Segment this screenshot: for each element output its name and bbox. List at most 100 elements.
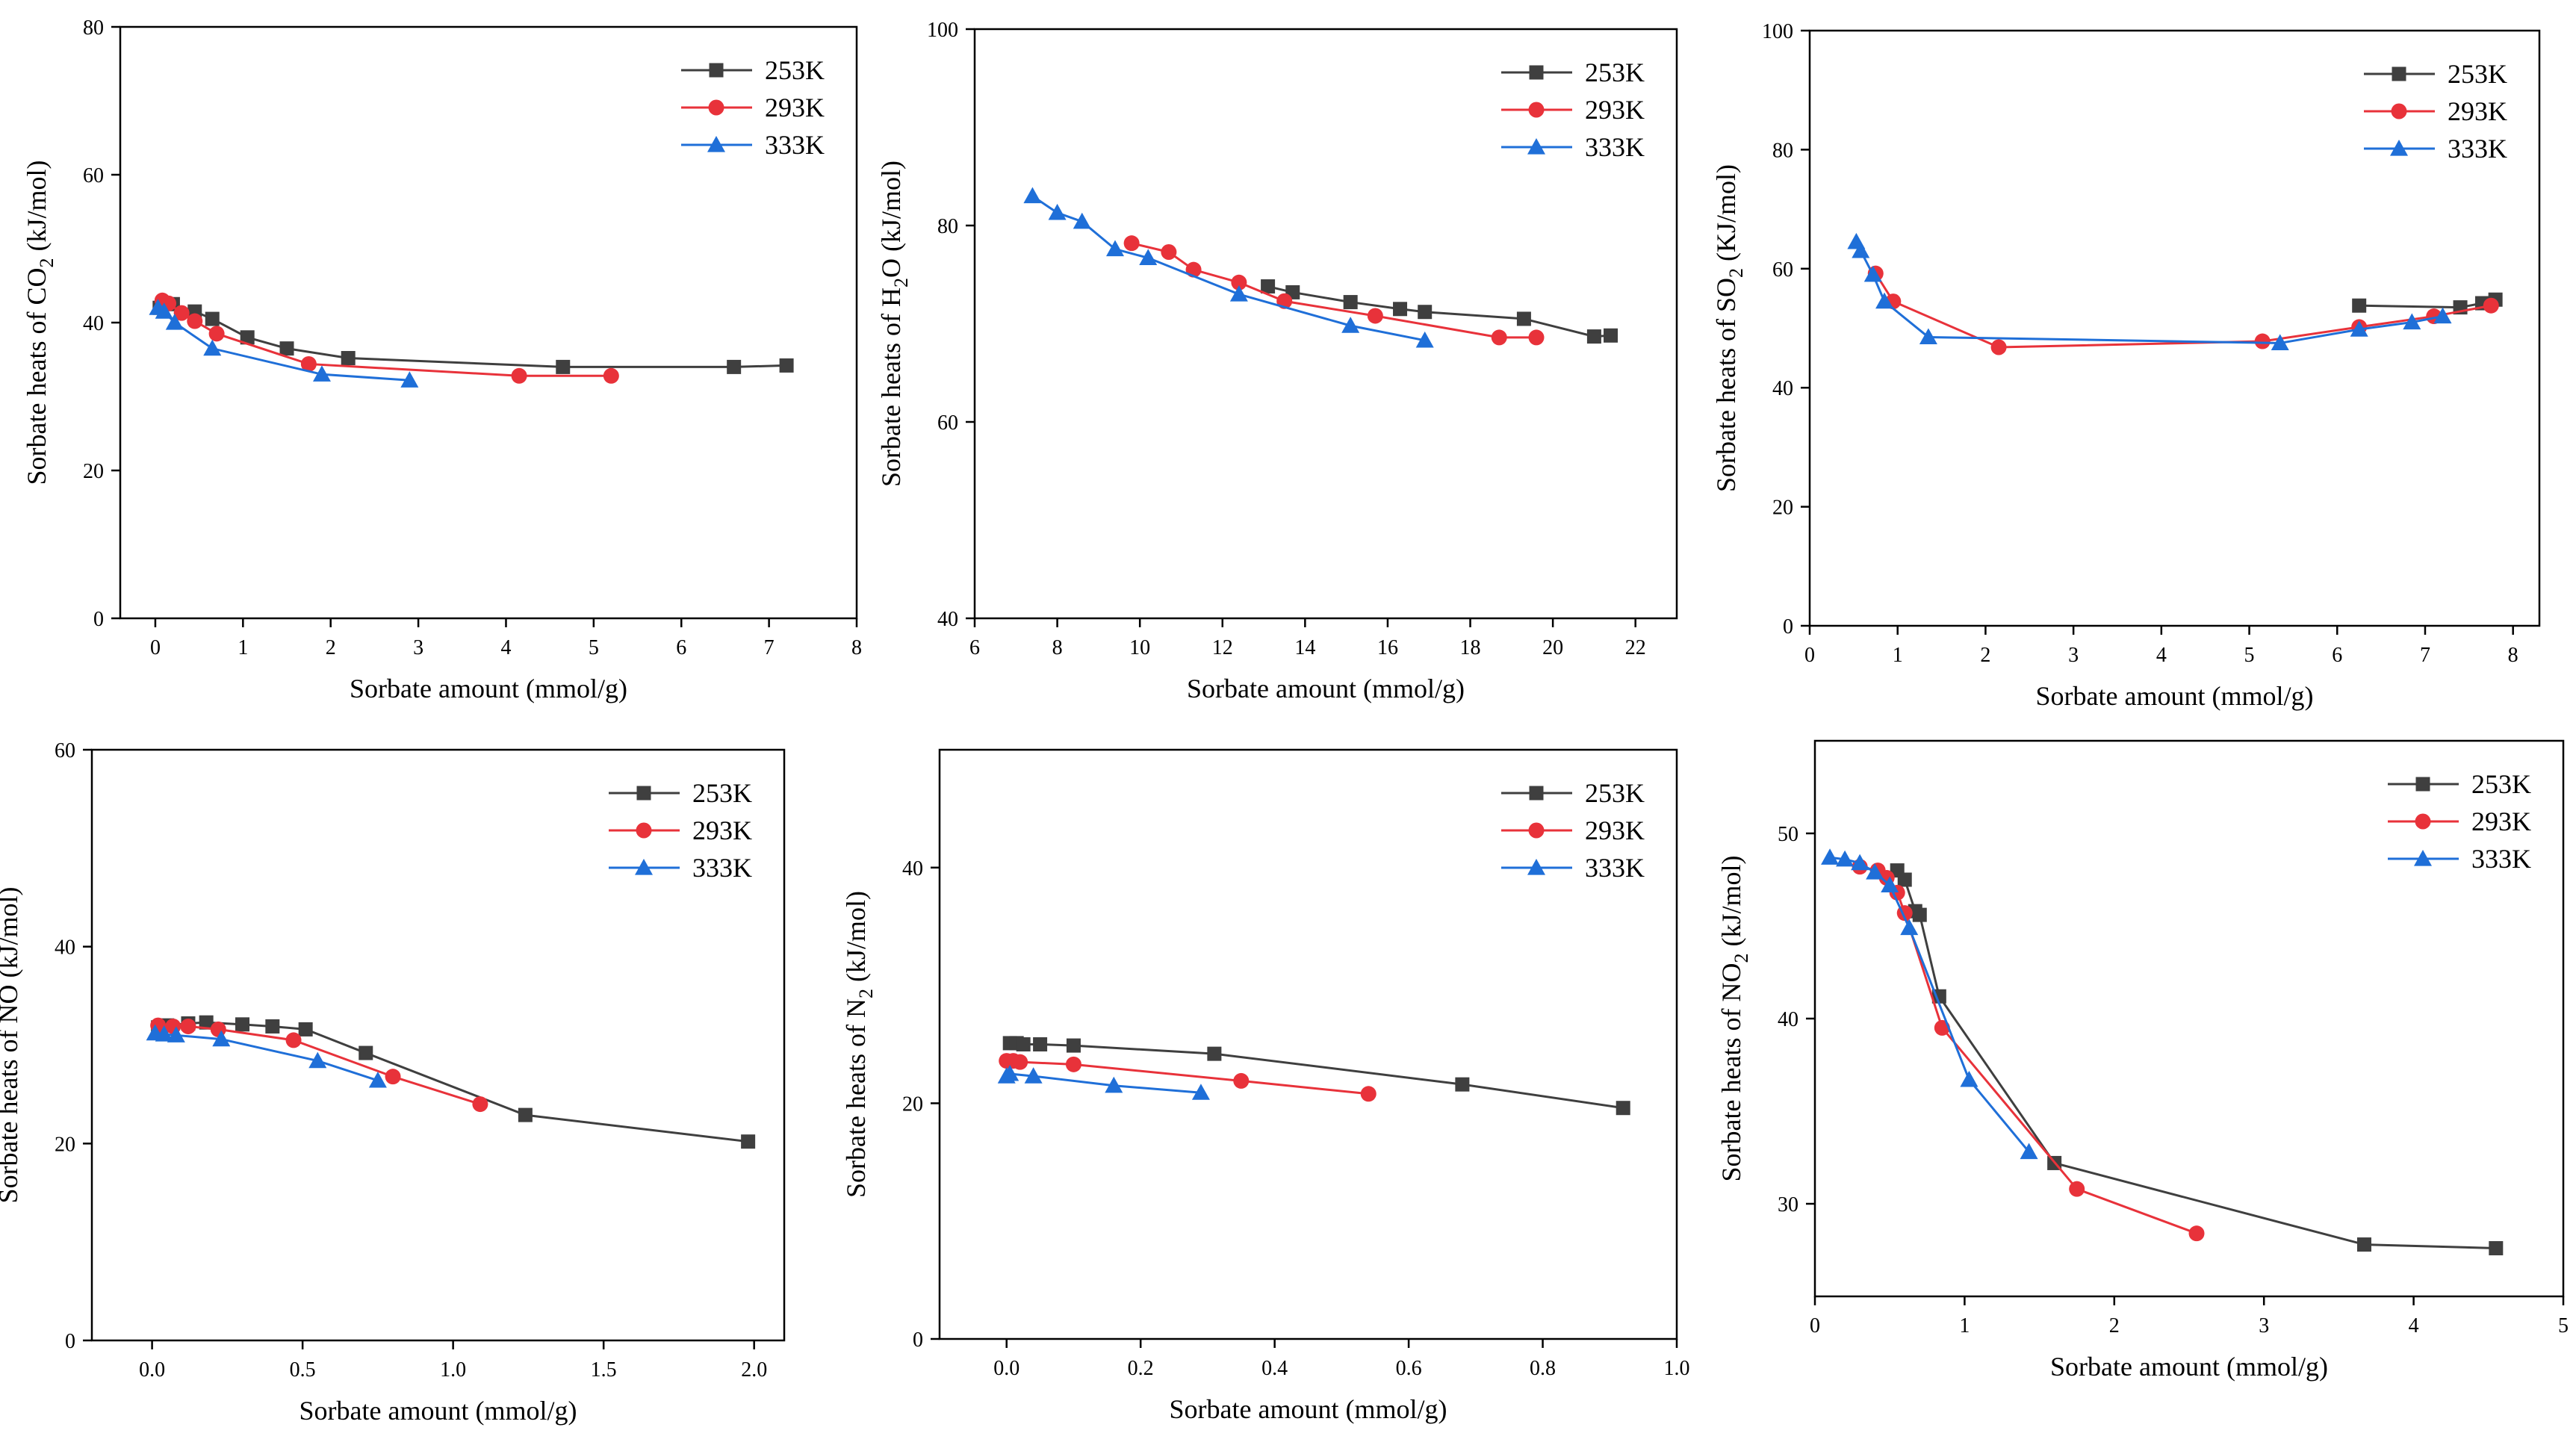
y-tick-label: 20	[1772, 497, 1793, 520]
chart-n2: 0.0 0.2 0.4 0.6 0.8 1.0 0 20 40 Sorbate amount (m…	[841, 748, 1690, 1424]
legend-label-253K: 253K	[2448, 59, 2507, 89]
legend-marker-253K	[2392, 66, 2406, 81]
data-point-293K	[180, 1018, 196, 1034]
x-tick-label: 2	[2109, 1314, 2120, 1337]
data-point-293K	[385, 1069, 401, 1085]
data-point-333K	[400, 371, 419, 388]
legend-label-293K: 293K	[2471, 807, 2531, 836]
legend-marker-253K	[636, 786, 651, 801]
x-tick-label: 0	[150, 636, 161, 659]
data-point-253K	[1455, 1077, 1470, 1092]
data-point-253K	[1207, 1046, 1222, 1061]
legend-marker-293K	[2415, 813, 2431, 830]
y-tick-label: 60	[937, 411, 958, 435]
data-point-253K	[1912, 907, 1927, 922]
legend-label-333K: 333K	[2471, 844, 2531, 874]
data-point-293K	[285, 1032, 302, 1048]
data-point-293K	[1491, 329, 1507, 346]
legend-marker-293K	[708, 99, 724, 116]
x-axis-label: Sorbate amount (mmol/g)	[2050, 1352, 2328, 1382]
data-point-293K	[187, 313, 203, 329]
x-tick-label: 8	[1052, 636, 1063, 659]
y-tick-label: 0	[65, 1330, 75, 1353]
x-axis-label: Sorbate amount (mmol/g)	[2036, 681, 2314, 711]
data-point-293K	[300, 355, 317, 372]
x-tick-label: 1	[1893, 644, 1903, 667]
y-axis-label: Sorbate heats of H2O (kJ/mol)	[876, 161, 912, 487]
x-tick-label: 8	[2508, 644, 2518, 667]
data-point-253K	[199, 1015, 214, 1030]
legend-marker-293K	[2391, 103, 2407, 119]
data-point-253K	[235, 1017, 250, 1032]
plot-frame	[119, 25, 858, 620]
series-line-293K	[1875, 273, 2492, 349]
data-point-333K	[155, 1025, 173, 1042]
data-point-333K	[2271, 334, 2289, 351]
series-line-253K	[1267, 285, 1611, 338]
data-point-253K	[1897, 872, 1912, 887]
data-point-253K	[1033, 1037, 1048, 1051]
data-point-293K	[2254, 333, 2271, 349]
y-tick-label: 60	[83, 164, 104, 187]
x-tick-label: 3	[2068, 644, 2079, 667]
data-point-333K	[165, 314, 184, 330]
y-tick-label: 40	[1778, 1008, 1798, 1031]
x-tick-label: 2.0	[741, 1358, 767, 1382]
data-point-253K	[1343, 295, 1358, 310]
x-tick-label: 1.0	[440, 1358, 466, 1382]
data-point-293K	[603, 367, 619, 384]
data-point-293K	[511, 367, 527, 384]
plot-frame	[1813, 739, 2565, 1298]
legend-marker-333K	[635, 859, 653, 875]
data-point-293K	[1012, 1054, 1028, 1070]
data-point-253K	[1616, 1101, 1630, 1116]
data-point-333K	[1863, 265, 1882, 282]
x-tick-label: 0.0	[993, 1357, 1019, 1380]
legend-marker-333K	[1527, 138, 1545, 155]
plot-frame	[938, 748, 1678, 1340]
legend-marker-333K	[2390, 140, 2408, 156]
y-tick-label: 80	[1772, 139, 1793, 162]
x-tick-label: 6	[676, 636, 686, 659]
legend-label-333K: 333K	[1585, 132, 1645, 162]
data-point-293K	[472, 1096, 488, 1113]
y-axis-label: Sorbate heats of NO (kJ/mol)	[0, 887, 23, 1204]
legend-marker-253K	[1529, 65, 1544, 80]
data-point-293K	[2483, 297, 2499, 314]
x-tick-label: 16	[1377, 636, 1398, 659]
data-point-253K	[298, 1022, 313, 1037]
legend-label-293K: 293K	[1585, 815, 1645, 845]
chart-no: 0.0 0.5 1.0 1.5 2.0 0 20 40 60 Sorbate amount (mm…	[0, 739, 786, 1426]
x-tick-label: 0.8	[1530, 1357, 1556, 1380]
data-point-253K	[1516, 311, 1531, 326]
legend-label-333K: 333K	[2448, 134, 2507, 164]
x-tick-label: 7	[2420, 644, 2430, 667]
plot-frame	[1808, 29, 2541, 627]
data-point-253K	[359, 1045, 373, 1060]
x-axis-label: Sorbate amount (mmol/g)	[350, 674, 627, 703]
x-tick-label: 5	[589, 636, 599, 659]
data-point-333K	[1919, 328, 1937, 345]
x-tick-label: 6	[2332, 644, 2342, 667]
data-point-293K	[1233, 1072, 1250, 1089]
data-point-333K	[1106, 240, 1124, 257]
series-line-333K	[1829, 856, 2030, 1153]
x-tick-label: 8	[851, 636, 862, 659]
data-point-253K	[779, 358, 794, 373]
legend-label-253K: 253K	[765, 55, 825, 85]
data-point-333K	[308, 1051, 327, 1069]
x-tick-label: 1.5	[591, 1358, 617, 1382]
legend-label-293K: 293K	[1585, 95, 1645, 125]
y-tick-label: 40	[55, 936, 75, 960]
data-point-253K	[1016, 1037, 1031, 1051]
data-point-293K	[2069, 1181, 2085, 1197]
legend-marker-293K	[1528, 822, 1545, 839]
data-point-333K	[1836, 850, 1855, 867]
series-line-293K	[161, 299, 612, 377]
data-point-293K	[1360, 1086, 1377, 1102]
data-point-333K	[2403, 313, 2421, 330]
x-tick-label: 1	[1959, 1314, 1970, 1337]
x-tick-label: 3	[2259, 1314, 2269, 1337]
